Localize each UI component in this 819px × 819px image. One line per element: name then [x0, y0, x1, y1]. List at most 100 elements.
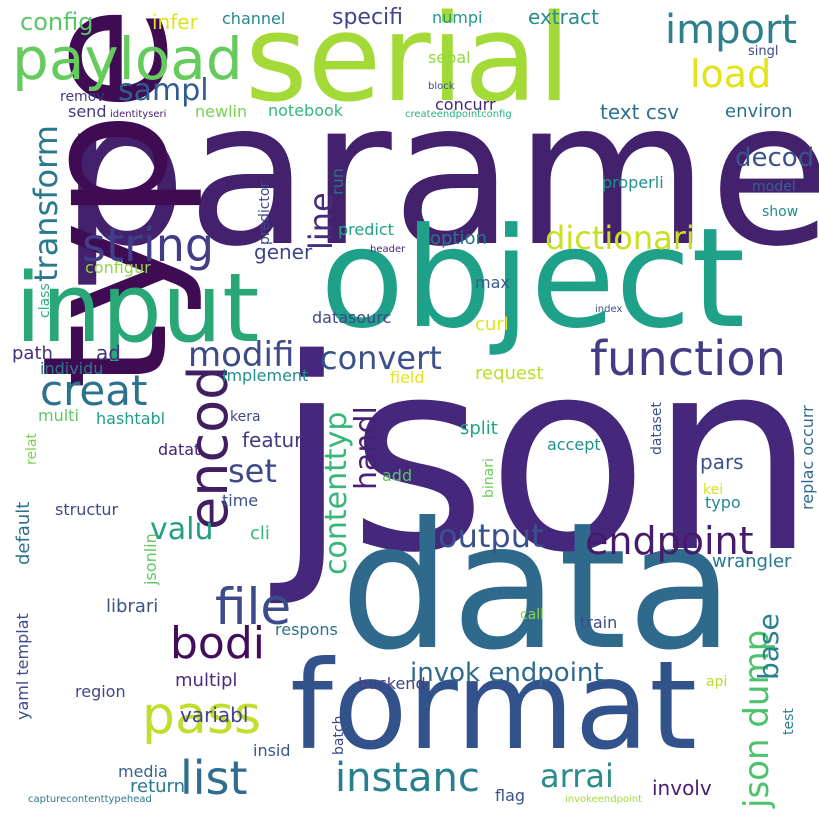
- cloud-word-payload: payload: [12, 25, 243, 93]
- cloud-word-creat: creat: [40, 366, 148, 415]
- cloud-word-predict: predict: [338, 220, 394, 239]
- cloud-word-max: max: [475, 273, 510, 292]
- cloud-word-multipl: multipl: [175, 670, 238, 691]
- cloud-word-instanc: instanc: [335, 755, 480, 801]
- cloud-word-format: format: [290, 635, 698, 777]
- cloud-word-field: field: [390, 368, 425, 387]
- cloud-word-add: add: [382, 466, 413, 485]
- cloud-word-relat: relat: [24, 432, 40, 465]
- cloud-word-backend: backend: [358, 674, 426, 693]
- cloud-word-api: api: [706, 674, 728, 690]
- cloud-word-endpoint: endpoint: [585, 519, 754, 563]
- cloud-word-yaml-templat: yaml templat: [13, 613, 32, 720]
- cloud-word-object: object: [320, 198, 746, 359]
- cloud-word-load: load: [690, 52, 772, 96]
- cloud-word-channel: channel: [222, 9, 286, 28]
- cloud-word-string: string: [82, 218, 215, 272]
- cloud-word-import: import: [665, 7, 798, 53]
- cloud-word-featur: featur: [242, 428, 303, 452]
- cloud-word-concurr: concurr: [435, 95, 496, 114]
- cloud-word-list: list: [180, 751, 248, 805]
- cloud-word-pass: pass: [142, 686, 262, 746]
- cloud-word-accept: accept: [547, 435, 601, 454]
- cloud-word-set: set: [228, 452, 277, 490]
- cloud-word-model: model: [752, 179, 796, 195]
- cloud-word-implement: implement: [222, 366, 309, 385]
- cloud-word-insid: insid: [253, 741, 291, 760]
- cloud-word-header: header: [370, 244, 406, 255]
- cloud-word-typo: typo: [705, 493, 741, 512]
- cloud-word-call: call: [520, 607, 545, 623]
- cloud-word-infer: infer: [152, 10, 198, 34]
- cloud-word-singl: singl: [748, 44, 779, 59]
- cloud-word-return: return: [130, 776, 186, 797]
- cloud-word-kei: kei: [703, 482, 724, 498]
- cloud-word-transform: transform: [27, 125, 65, 282]
- cloud-word-datasourc: datasourc: [312, 308, 392, 327]
- cloud-word-batch: batch: [331, 715, 347, 755]
- cloud-word-dataset: dataset: [649, 402, 665, 455]
- cloud-word-split: split: [460, 418, 498, 439]
- cloud-word-multi: multi: [38, 406, 79, 425]
- cloud-word-sampl: sampl: [118, 73, 209, 108]
- cloud-word-dictionari: dictionari: [545, 219, 695, 257]
- cloud-word-data: data: [340, 486, 735, 689]
- cloud-word-numpi: numpi: [432, 8, 483, 27]
- cloud-word-binari: binari: [481, 458, 497, 498]
- cloud-word-convert: convert: [320, 339, 442, 377]
- cloud-word-notebook: notebook: [268, 101, 344, 120]
- cloud-word-involv: involv: [652, 776, 712, 800]
- cloud-word-contenttyp: contenttyp: [319, 411, 354, 575]
- cloud-word-cli: cli: [250, 523, 270, 544]
- cloud-word-text-csv: text csv: [600, 100, 680, 124]
- cloud-word-output: output: [438, 517, 544, 555]
- cloud-word-request: request: [475, 363, 544, 384]
- cloud-word-json: json: [275, 303, 817, 611]
- cloud-word-base: base: [752, 613, 785, 680]
- cloud-word-replac-occurr: replac occurr: [798, 405, 817, 510]
- cloud-word-ad: ad: [96, 341, 121, 365]
- cloud-word-sepal: sepal: [428, 48, 471, 67]
- cloud-word-serial: serial: [245, 0, 571, 129]
- cloud-word-handl: handl: [349, 406, 384, 490]
- cloud-word-specifi: specifi: [332, 5, 404, 30]
- cloud-word-properli: properli: [602, 173, 664, 192]
- cloud-word-flag: flag: [495, 786, 526, 805]
- cloud-word-default: default: [13, 501, 34, 565]
- cloud-word-individu: individu: [40, 359, 104, 378]
- cloud-word-config: config: [20, 8, 94, 36]
- cloud-word-test: test: [781, 708, 797, 735]
- cloud-word-bodi: bodi: [170, 618, 266, 669]
- cloud-word-input: input: [15, 254, 260, 364]
- cloud-word-datat: datat: [158, 440, 201, 459]
- cloud-word-wrangler: wrangler: [712, 551, 792, 572]
- cloud-word-predictor: predictor: [257, 181, 273, 245]
- cloud-word-capturecontenttypehead: capturecontenttypehead: [28, 794, 152, 805]
- cloud-word-class: class: [37, 283, 53, 318]
- cloud-word-file: file: [215, 578, 292, 636]
- cloud-word-arrai: arrai: [540, 757, 614, 795]
- cloud-word-function: function: [590, 331, 787, 387]
- cloud-word-invokeendpoint: invokeendpoint: [565, 794, 643, 805]
- cloud-word-path: path: [12, 343, 53, 364]
- cloud-word-show: show: [762, 204, 799, 220]
- cloud-word-region: region: [75, 682, 126, 701]
- cloud-word-remov: remov: [60, 89, 105, 105]
- cloud-word-media: media: [118, 762, 168, 781]
- cloud-word-librari: librari: [106, 596, 159, 617]
- cloud-word-identityseri: identityseri: [110, 109, 167, 120]
- cloud-word-extract: extract: [528, 5, 599, 29]
- cloud-word-environ: environ: [725, 101, 793, 122]
- cloud-word-hashtabl: hashtabl: [96, 409, 166, 428]
- cloud-word-kera: kera: [230, 409, 261, 425]
- cloud-word-train: train: [580, 613, 618, 632]
- cloud-word-send: send: [68, 102, 107, 121]
- cloud-word-variabl: variabl: [180, 703, 249, 727]
- cloud-word-modifi: modifi: [188, 335, 295, 375]
- cloud-word-createendpointconfig: createendpointconfig: [405, 109, 512, 120]
- cloud-word-time: time: [222, 491, 259, 510]
- cloud-word-gener: gener: [254, 240, 313, 264]
- cloud-word-paramet: paramet: [60, 58, 819, 291]
- cloud-word-jsonlin: jsonlin: [141, 533, 160, 585]
